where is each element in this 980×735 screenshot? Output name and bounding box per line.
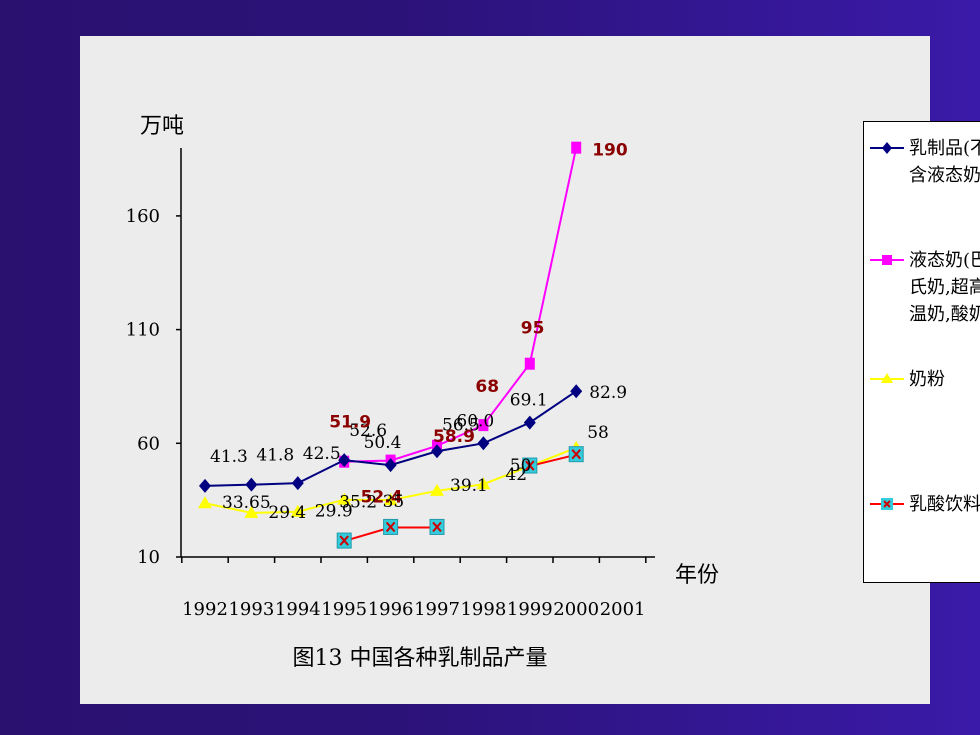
x-tick-label: 1996: [368, 599, 414, 620]
series-marker-0: [338, 453, 351, 468]
series-marker-0: [245, 477, 258, 492]
series-line-1: [344, 147, 578, 463]
series-marker-0: [384, 458, 397, 473]
legend-label-0: 乳制品(不含液态奶): [909, 138, 980, 186]
data-label: 33.65: [222, 493, 271, 513]
chart-title: 图13 中国各种乳制品产量: [293, 646, 548, 671]
data-label: 35: [383, 492, 405, 512]
x-axis-title: 年份: [675, 563, 719, 588]
series-marker-2: [430, 483, 444, 496]
data-label: 52.6: [349, 421, 387, 441]
series-marker-1: [524, 357, 535, 370]
series-marker-2: [290, 504, 305, 517]
legend-marker-cross: [883, 500, 891, 508]
y-tick-label: 160: [126, 206, 160, 227]
x-tick-label: 2001: [600, 599, 646, 620]
series-marker-0: [523, 415, 536, 430]
data-label: 35.2: [339, 493, 377, 513]
legend-marker: [882, 255, 892, 265]
data-label: 29.4: [268, 503, 306, 523]
series-marker-2: [337, 492, 352, 505]
series-marker-2: [244, 505, 259, 518]
legend-marker: [882, 142, 892, 154]
series-marker-0: [431, 444, 443, 459]
series-marker-3-cross: [432, 521, 442, 533]
y-axis-title: 万吨: [140, 114, 184, 139]
series-marker-0: [199, 478, 211, 493]
y-tick-label: 60: [137, 433, 160, 454]
series-marker-2: [198, 496, 212, 509]
series-marker-0: [477, 436, 490, 451]
series-marker-3-cross: [525, 460, 535, 471]
data-label: 39.1: [450, 476, 488, 496]
x-tick-label: 1997: [414, 599, 460, 620]
series-marker-1: [571, 141, 582, 154]
data-label: 41.3: [210, 447, 248, 467]
series-marker-3-cross: [571, 449, 581, 460]
data-label: 56.5: [442, 415, 480, 435]
data-label: 95: [521, 319, 545, 339]
y-tick-label: 10: [137, 547, 160, 568]
data-label: 58: [587, 423, 609, 443]
x-tick-label: 1992: [182, 599, 228, 620]
series-line-3: [529, 453, 577, 468]
data-label: 42: [505, 465, 527, 485]
data-label: 52.4: [361, 488, 403, 508]
data-label: 50: [510, 456, 532, 476]
legend-label-3: 乳酸饮料: [909, 494, 980, 515]
data-label: 60.0: [456, 411, 494, 431]
x-tick-label: 2000: [553, 599, 599, 620]
series-marker-2: [476, 477, 491, 490]
x-tick-label: 1995: [321, 599, 367, 620]
series-marker-2: [383, 493, 398, 506]
legend-label-2: 奶粉: [909, 369, 945, 390]
data-label: 41.8: [256, 446, 294, 466]
x-tick-label: 1999: [507, 599, 553, 620]
series-marker-3-cross: [339, 535, 349, 546]
data-label: 68: [475, 377, 499, 397]
series-marker-3-cross: [385, 521, 396, 533]
data-label: 29.9: [315, 502, 353, 522]
x-tick-label: 1994: [275, 599, 321, 620]
data-label: 82.9: [589, 383, 627, 403]
data-label: 51.9: [329, 413, 371, 433]
data-label: 50.4: [364, 433, 402, 453]
y-tick-label: 110: [126, 320, 160, 341]
data-label: 69.1: [510, 391, 548, 411]
series-marker-0: [291, 476, 304, 491]
x-tick-label: 1993: [228, 599, 274, 620]
legend-marker: [881, 373, 893, 383]
series-marker-1: [478, 419, 489, 432]
data-label: 190: [592, 141, 628, 161]
legend-label-1: 液态奶(巴氏奶,超高温奶,酸奶): [909, 250, 980, 325]
x-tick-label: 1998: [460, 599, 506, 620]
chart-panel: 10 60 110 160 1992 1993 1994 1995 1996 1997 1998 19…: [80, 36, 980, 704]
series-marker-0: [570, 384, 583, 399]
data-label: 42.5: [303, 444, 341, 464]
data-label: 58.9: [433, 427, 475, 447]
